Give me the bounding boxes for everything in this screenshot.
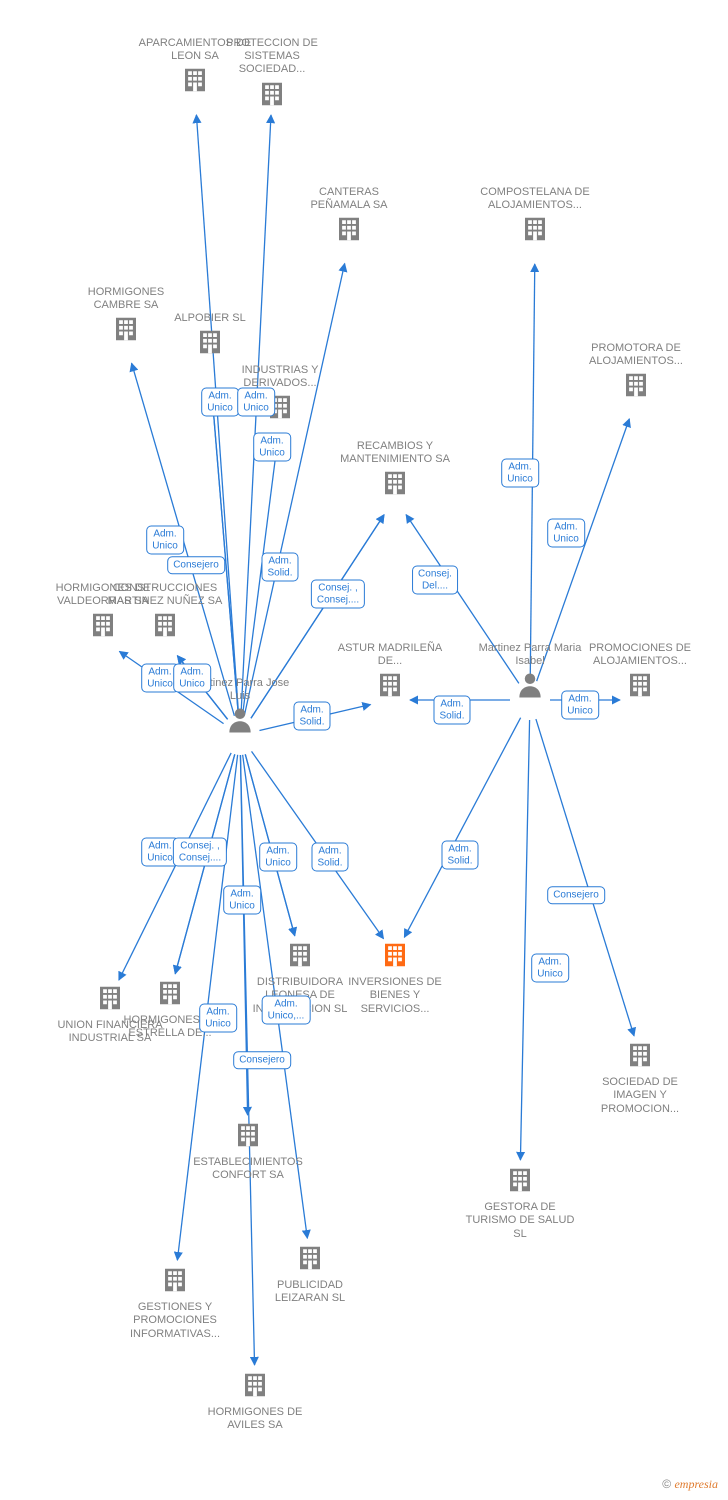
building-icon (111, 314, 141, 344)
building-icon (380, 940, 410, 970)
node-compostelana[interactable]: COMPOSTELANA DE ALOJAMIENTOS... (475, 184, 595, 249)
edge-label: Adm.Unico (223, 886, 261, 915)
building-icon (621, 370, 651, 400)
edge-label: Adm.Solid. (261, 553, 298, 582)
edge-label: Adm.Unico (547, 519, 585, 548)
building-icon (380, 468, 410, 498)
node-construcciones[interactable]: CONSTRUCCIONES MARTINEZ NUÑEZ SA (105, 580, 225, 645)
building-icon (195, 327, 225, 357)
brand: empresia (674, 1477, 718, 1491)
edge-label: Adm.Unico (146, 526, 184, 555)
edge-label: Consej. ,Consej.... (173, 838, 227, 867)
building-icon (180, 65, 210, 95)
edge-label: Consej. ,Consej.... (311, 580, 365, 609)
building-icon (285, 940, 315, 970)
edge (212, 390, 239, 715)
edge-label: Consejero (167, 556, 225, 574)
building-icon (625, 670, 655, 700)
edge-label: Adm.Unico (253, 433, 291, 462)
building-icon (257, 79, 287, 109)
edge-label: Adm.Unico (531, 954, 569, 983)
node-label: CANTERAS PEÑAMALA SA (289, 186, 409, 212)
edge-label: Adm.Solid. (311, 843, 348, 872)
node-label: SOCIEDAD DE IMAGEN Y PROMOCION... (580, 1076, 700, 1116)
edge-label: Adm.Solid. (433, 696, 470, 725)
edge-label: Adm.Unico (259, 843, 297, 872)
node-label: PROMOTORA DE ALOJAMIENTOS... (576, 342, 696, 368)
node-sociedad_imagen[interactable]: SOCIEDAD DE IMAGEN Y PROMOCION... (580, 1040, 700, 1116)
node-label: GESTORA DE TURISMO DE SALUD SL (460, 1201, 580, 1241)
node-recambios[interactable]: RECAMBIOS Y MANTENIMIENTO SA (335, 438, 455, 503)
building-icon (160, 1265, 190, 1295)
edge-label: Adm.Solid. (293, 702, 330, 731)
node-gestora[interactable]: GESTORA DE TURISMO DE SALUD SL (460, 1165, 580, 1241)
building-icon (334, 214, 364, 244)
building-icon (233, 1120, 263, 1150)
network-canvas: APARCAMIENTOS DE LEON SA PROTECCION DE S… (0, 0, 728, 1500)
node-gestiones[interactable]: GESTIONES Y PROMOCIONES INFORMATIVAS... (115, 1265, 235, 1341)
node-label: ALPOBIER SL (150, 312, 270, 325)
building-icon (155, 978, 185, 1008)
node-label: PUBLICIDAD LEIZARAN SL (250, 1279, 370, 1305)
node-astur[interactable]: ASTUR MADRILEÑA DE... (330, 640, 450, 705)
edge-label: Adm.Solid. (441, 841, 478, 870)
node-label: CONSTRUCCIONES MARTINEZ NUÑEZ SA (105, 582, 225, 608)
edge-label: Adm.Unico (561, 691, 599, 720)
edge-label: Adm.Unico (501, 459, 539, 488)
node-proteccion[interactable]: PROTECCION DE SISTEMAS SOCIEDAD... (212, 35, 332, 113)
node-label: HORMIGONES CAMBRE SA (66, 286, 186, 312)
building-icon (625, 1040, 655, 1070)
building-icon (150, 610, 180, 640)
node-establecimientos[interactable]: ESTABLECIMIENTOS CONFORT SA (188, 1120, 308, 1183)
building-icon (375, 670, 405, 700)
node-label: HORMIGONES DE AVILES SA (195, 1406, 315, 1432)
node-promotora[interactable]: PROMOTORA DE ALOJAMIENTOS... (576, 340, 696, 405)
node-label: RECAMBIOS Y MANTENIMIENTO SA (335, 440, 455, 466)
copyright-symbol: © (662, 1477, 671, 1491)
person-icon (515, 670, 545, 700)
building-icon (240, 1370, 270, 1400)
node-label: INDUSTRIAS Y DERIVADOS... (220, 364, 340, 390)
edge-label: Adm.Unico (173, 664, 211, 693)
edge (212, 390, 239, 715)
person-icon (225, 705, 255, 735)
edge (404, 718, 520, 938)
edge-label: Adm.Unico (237, 388, 275, 417)
edge-label: Consej.Del.... (412, 566, 458, 595)
node-alpobier[interactable]: ALPOBIER SL (150, 310, 270, 361)
node-label: PROMOCIONES DE ALOJAMIENTOS... (580, 642, 700, 668)
node-label: Martinez Parra Maria Isabel (470, 642, 590, 668)
edge-label: Consejero (233, 1051, 291, 1069)
edge-label: Adm.Unico,... (262, 996, 311, 1025)
node-label: ESTABLECIMIENTOS CONFORT SA (188, 1156, 308, 1182)
node-horm_aviles[interactable]: HORMIGONES DE AVILES SA (195, 1370, 315, 1433)
edge-label: Adm.Unico (201, 388, 239, 417)
building-icon (505, 1165, 535, 1195)
node-label: PROTECCION DE SISTEMAS SOCIEDAD... (212, 37, 332, 77)
node-label: GESTIONES Y PROMOCIONES INFORMATIVAS... (115, 1301, 235, 1341)
node-publicidad[interactable]: PUBLICIDAD LEIZARAN SL (250, 1243, 370, 1306)
footer: © empresia (662, 1477, 718, 1492)
node-label: COMPOSTELANA DE ALOJAMIENTOS... (475, 186, 595, 212)
edge (119, 753, 231, 980)
building-icon (520, 214, 550, 244)
node-canteras[interactable]: CANTERAS PEÑAMALA SA (289, 184, 409, 249)
edge-label: Consejero (547, 886, 605, 904)
edge-label: Adm.Unico (199, 1004, 237, 1033)
node-label: ASTUR MADRILEÑA DE... (330, 642, 450, 668)
edge (520, 720, 529, 1160)
edge (536, 719, 634, 1036)
building-icon (295, 1243, 325, 1273)
